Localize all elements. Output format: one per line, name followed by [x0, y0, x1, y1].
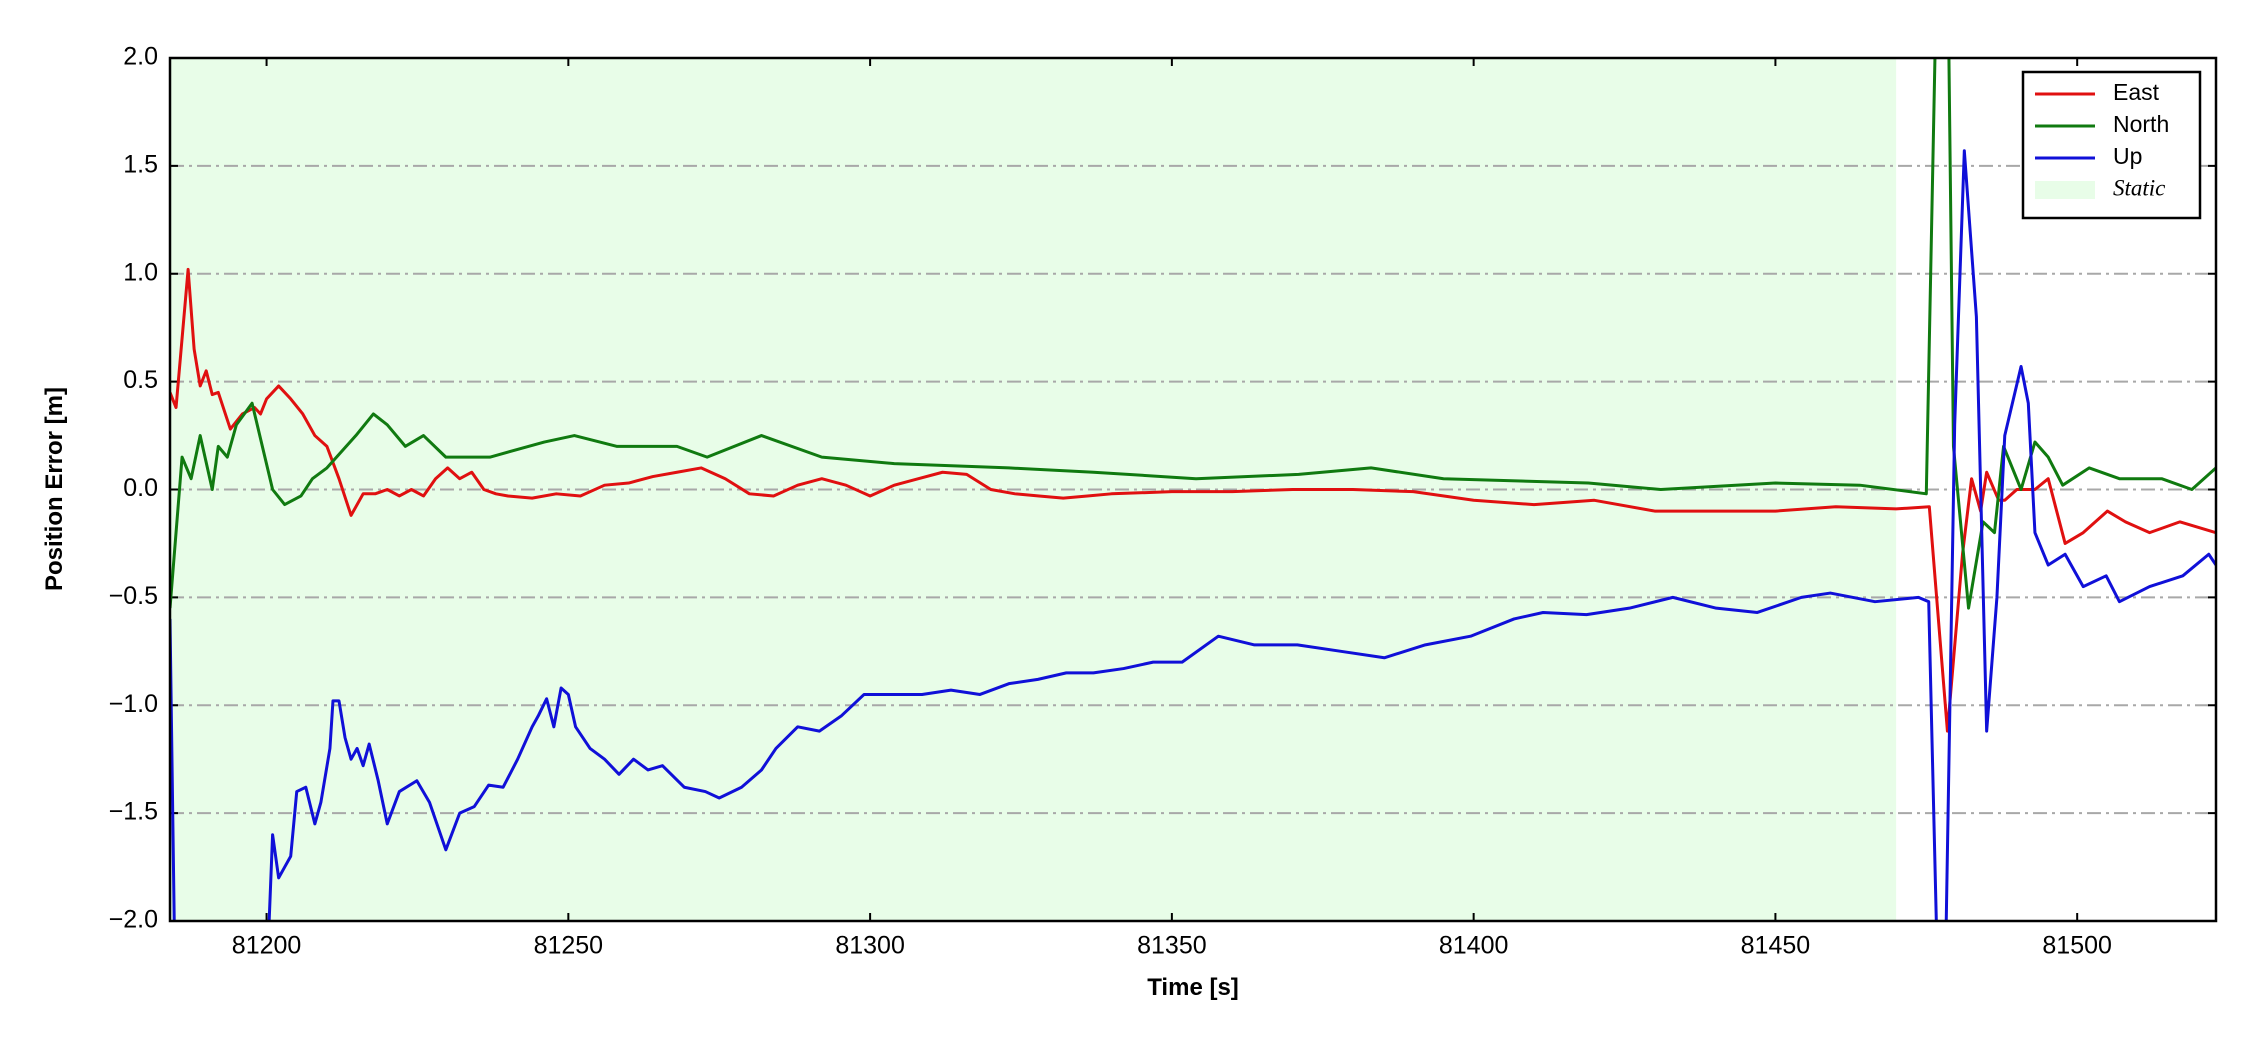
y-tick-label: −1.5 [109, 798, 158, 826]
y-axis-label: Position Error [m] [41, 387, 68, 591]
legend-label: North [2113, 111, 2169, 137]
series-line [170, 267, 2216, 733]
y-tick-label: 0.0 [123, 474, 158, 502]
legend-swatch [2035, 181, 2095, 199]
legend-label: Up [2113, 143, 2142, 169]
legend-box [2021, 70, 2202, 220]
x-tick-label: 81500 [2042, 932, 2112, 960]
series-line [170, 149, 2216, 921]
x-tick-label: 81350 [1137, 932, 1207, 960]
x-tick-label: 81450 [1741, 932, 1811, 960]
x-tick-label: 81300 [835, 932, 905, 960]
legend-label: East [2113, 79, 2160, 105]
y-tick-label: −1.0 [109, 690, 158, 718]
x-axis-label: Time [s] [1147, 974, 1239, 1001]
plot-frame [168, 56, 2218, 923]
legend-label: Static [2113, 175, 2165, 200]
y-tick-label: −0.5 [109, 582, 158, 610]
y-tick-label: 2.0 [123, 43, 158, 71]
x-tick-label: 81250 [534, 932, 604, 960]
y-tick-label: 1.5 [123, 150, 158, 178]
x-tick-label: 81400 [1439, 932, 1509, 960]
y-tick-label: 0.5 [123, 366, 158, 394]
plot-area [170, 58, 2216, 921]
y-tick-label: −2.0 [109, 906, 158, 934]
x-tick-label: 81200 [232, 932, 302, 960]
y-tick-label: 1.0 [123, 258, 158, 286]
